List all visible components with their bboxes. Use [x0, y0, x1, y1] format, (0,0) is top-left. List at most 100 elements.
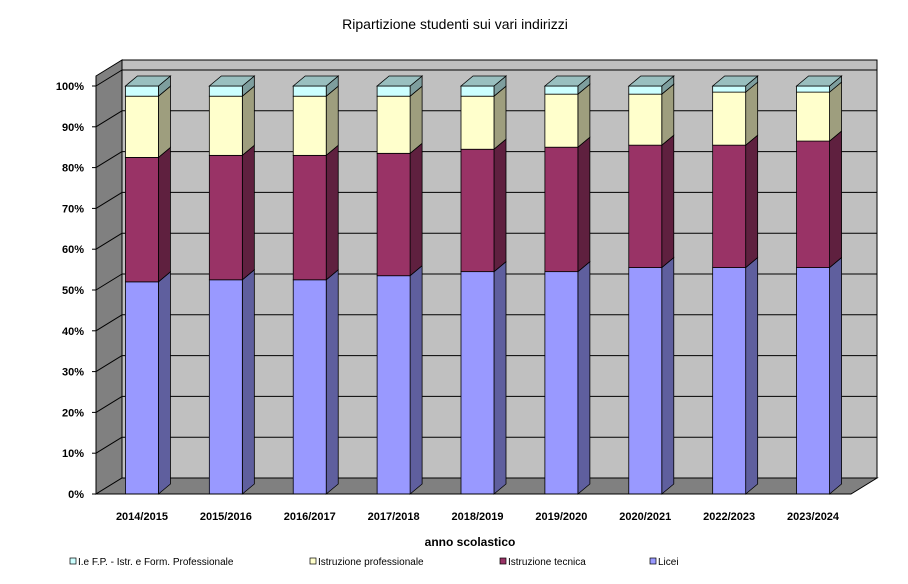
bar-segment-i-e-f-p-istr-e-form-professionale [712, 85, 747, 93]
bar-top [459, 75, 508, 87]
bar-segment-licei [292, 279, 327, 495]
y-tick-label: 100% [56, 81, 84, 93]
bar-segment-licei [796, 267, 830, 495]
bar-segment-licei [376, 275, 411, 495]
y-axis-ticks: 0% 10% 20% 30% 40% 50% 60% 70% 80% 90% 100% [56, 81, 851, 501]
bar-segment-i-e-f-p-istr-e-form-professionale [208, 85, 243, 97]
bar-side-licei [158, 270, 171, 495]
bar-segment-istruzione-tecnica [125, 156, 159, 283]
bar-stack [124, 75, 172, 495]
side-wall [95, 59, 123, 495]
bar-side-istruzione-professionale [577, 83, 591, 149]
bar-side-istruzione-tecnica [241, 144, 255, 281]
bar-top [124, 75, 172, 87]
bar-stack [711, 75, 759, 495]
y-tick-label: 80% [62, 163, 84, 175]
bar-segment-licei [125, 281, 159, 495]
bar-segment-i-e-f-p-istr-e-form-professionale [125, 85, 159, 97]
bar-segment-i-e-f-p-istr-e-form-professionale [796, 85, 830, 93]
x-tick-label: 2017/2018 [368, 511, 420, 523]
bar-segment-licei [712, 267, 747, 495]
gridline-side [95, 110, 123, 128]
x-axis-title: anno scolastico [425, 535, 516, 549]
bar-segment-istruzione-professionale [292, 95, 327, 156]
x-tick-label: 2018/2019 [452, 511, 504, 523]
bar-side-licei [409, 264, 423, 495]
legend-label: Istruzione professionale [318, 557, 424, 568]
bar-segment-istruzione-tecnica [712, 144, 747, 268]
bar-side-istruzione-tecnica [493, 138, 507, 273]
bar-segment-istruzione-professionale [208, 95, 243, 156]
bar-side-istruzione-tecnica [577, 136, 591, 273]
bar-segment-istruzione-tecnica [208, 154, 243, 281]
bar-segment-i-e-f-p-istr-e-form-professionale [628, 85, 663, 95]
bar-side-istruzione-professionale [241, 85, 255, 157]
bar-segment-istruzione-tecnica [292, 154, 327, 281]
x-tick-label: 2015/2016 [200, 511, 252, 523]
legend-swatch [499, 557, 507, 565]
x-tick-label: 2022/2023 [703, 511, 755, 523]
bar-segment-istruzione-professionale [796, 91, 830, 142]
x-tick-label: 2014/2015 [116, 511, 168, 523]
bar-segment-licei [208, 279, 243, 495]
legend-label: I.e F.P. - Istr. e Form. Professionale [78, 557, 234, 568]
bar-top [711, 75, 759, 87]
x-tick-label: 2020/2021 [619, 511, 671, 523]
bar-stack [208, 75, 256, 495]
x-tick-label: 2023/2024 [787, 511, 840, 523]
bars [124, 75, 843, 495]
bar-side-istruzione-professionale [409, 85, 423, 155]
bar-side-licei [745, 256, 759, 495]
bar-segment-istruzione-professionale [544, 93, 579, 148]
bar-stack [627, 75, 675, 495]
bar-segment-istruzione-tecnica [460, 148, 495, 273]
bar-top [543, 75, 591, 87]
bar-segment-i-e-f-p-istr-e-form-professionale [544, 85, 579, 95]
bar-top [292, 75, 340, 87]
bar-segment-i-e-f-p-istr-e-form-professionale [460, 85, 495, 97]
bar-segment-istruzione-professionale [125, 95, 159, 158]
gridline-side [95, 232, 123, 250]
bar-side-istruzione-tecnica [325, 144, 339, 281]
bar-side-licei [829, 256, 842, 495]
x-tick-label: 2016/2017 [284, 511, 336, 523]
bar-segment-istruzione-tecnica [544, 146, 579, 273]
bar-side-istruzione-professionale [745, 81, 759, 147]
bar-side-istruzione-professionale [661, 83, 675, 147]
gridline-side [95, 69, 123, 87]
bar-stack [459, 75, 508, 495]
y-tick-label: 40% [62, 326, 84, 338]
bar-side-licei [577, 260, 591, 495]
y-tick-label: 60% [62, 244, 84, 256]
legend-swatch [309, 557, 317, 565]
bar-segment-istruzione-professionale [376, 95, 411, 154]
bar-side-istruzione-tecnica [829, 130, 842, 269]
chart-title: Ripartizione studenti sui vari indirizzi [342, 16, 568, 32]
x-tick-label: 2019/2020 [535, 511, 587, 523]
bar-side-licei [241, 268, 255, 495]
bar-segment-licei [460, 271, 495, 495]
bar-segment-istruzione-tecnica [376, 152, 411, 277]
bar-side-licei [661, 256, 675, 495]
legend: I.e F.P. - Istr. e Form. Professionale Is… [69, 557, 679, 568]
bar-side-istruzione-tecnica [409, 142, 423, 277]
y-tick-label: 30% [62, 367, 84, 379]
y-tick-label: 20% [62, 407, 84, 419]
bar-side-istruzione-tecnica [745, 134, 759, 269]
x-axis-ticks: 2014/2015 2015/2016 2016/2017 2017/2018 2018… [116, 511, 840, 523]
bar-segment-istruzione-professionale [460, 95, 495, 150]
y-tick-label: 50% [62, 285, 84, 297]
bar-segment-licei [628, 267, 663, 495]
bar-segment-istruzione-tecnica [628, 144, 663, 268]
bar-stack [376, 75, 424, 495]
bar-side-licei [325, 268, 339, 495]
bar-segment-istruzione-professionale [628, 93, 663, 146]
bar-side-licei [493, 260, 507, 495]
gridline-side [95, 191, 123, 209]
bar-segment-istruzione-professionale [712, 91, 747, 146]
gridline-side [95, 395, 123, 413]
legend-label: Istruzione tecnica [508, 557, 586, 568]
bar-segment-istruzione-tecnica [796, 140, 830, 268]
y-tick-label: 70% [62, 203, 84, 215]
gridline-side [95, 314, 123, 332]
